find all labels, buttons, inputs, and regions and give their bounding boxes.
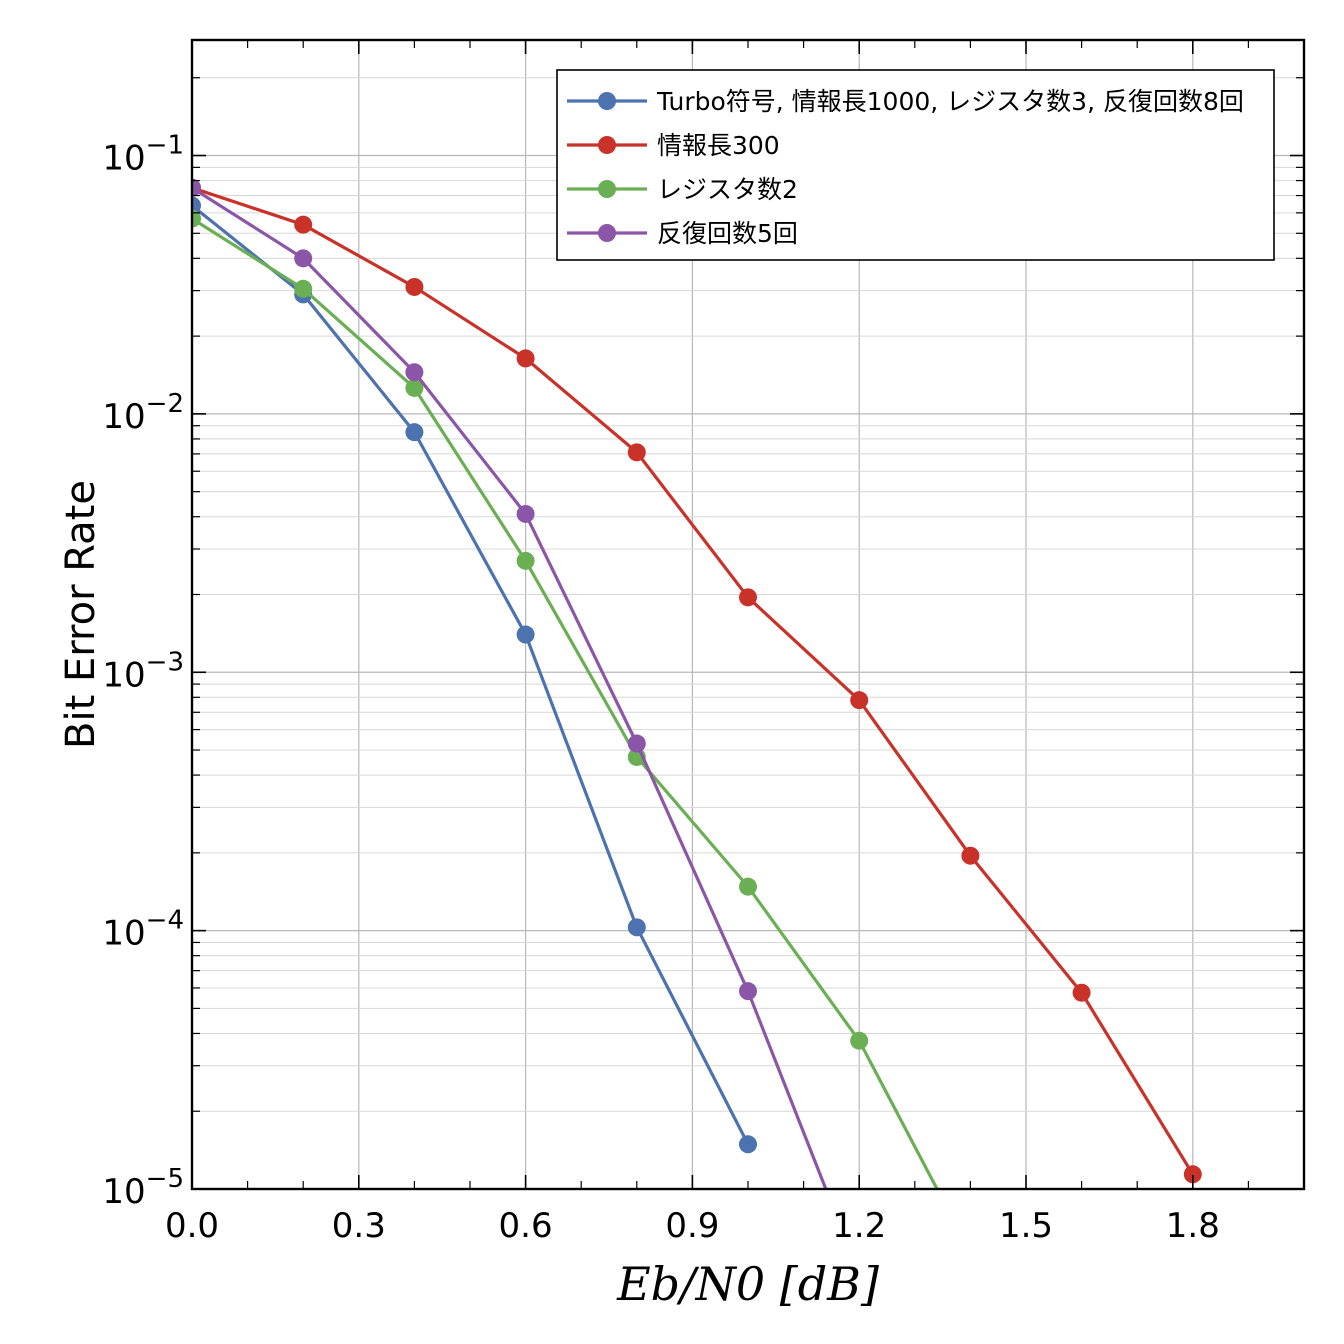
x-tick-label: 1.5 [999,1206,1053,1246]
x-tick-label: 0.0 [165,1206,219,1246]
series-3-point [627,734,646,753]
series-0-point [516,625,535,644]
legend-marker-2 [598,180,616,198]
series-0-point [739,1135,757,1154]
legend-label-1: 情報長300 [657,131,780,160]
x-tick-label: 1.2 [832,1206,886,1246]
series-1-point [739,588,757,607]
x-tick-label: 0.6 [499,1206,553,1246]
legend-label-2: レジスタ数2 [657,175,798,204]
series-3-point [192,178,201,197]
series-1-point [1072,983,1091,1002]
series-2-point [405,378,424,397]
series-3-point [294,249,313,268]
legend-marker-1 [598,136,616,154]
series-layer [192,178,1202,1189]
series-0-point [627,918,646,937]
series-0-point [405,423,424,442]
series-1-point [961,846,980,865]
series-1-point [516,349,535,368]
series-3 [192,178,828,1189]
series-line-0 [192,204,750,1145]
series-1-point [405,277,424,296]
legend-marker-0 [598,92,616,110]
legend-label-0: Turbo符号, 情報長1000, レジスタ数3, 反復回数8回 [656,87,1244,116]
series-line-1 [192,186,1195,1176]
x-axis-label: Eb/N0 [dB] [616,1257,879,1311]
series-2-point [192,209,201,228]
series-line-2 [192,217,939,1189]
y-axis-label: Bit Error Rate [58,480,104,749]
series-2-point [739,877,757,896]
y-tick-label: 10−2 [102,389,184,437]
series-2 [192,209,939,1189]
y-tick-label: 10−4 [102,906,184,954]
y-tick-label: 10−5 [102,1164,184,1212]
legend-box [556,69,1275,261]
series-1-point [850,691,869,710]
series-2-point [516,551,535,570]
series-3-point [405,363,424,382]
y-tick-label: 10−1 [102,131,184,179]
series-0 [192,196,757,1154]
series-2-point [294,279,313,298]
x-tick-label: 0.9 [665,1206,719,1246]
series-line-3 [192,186,828,1189]
series-1 [192,178,1202,1184]
series-1-point [294,215,313,234]
series-1-point [1183,1165,1202,1184]
y-tick-label: 10−3 [102,647,184,695]
legend-marker-3 [598,224,616,242]
axis-ticks [191,40,1304,1190]
tick-labels: 0.0 0.3 0.6 0.9 1.2 1.5 1.8 10−1 10−2 10−3 10−4 10−… [102,131,1219,1246]
series-3-point [739,982,757,1001]
x-tick-label: 1.8 [1166,1206,1220,1246]
series-3-point [516,504,535,523]
legend-label-3: 反復回数5回 [657,219,798,248]
x-tick-label: 0.3 [332,1206,386,1246]
series-1-point [627,443,646,462]
series-2-point [850,1031,869,1050]
